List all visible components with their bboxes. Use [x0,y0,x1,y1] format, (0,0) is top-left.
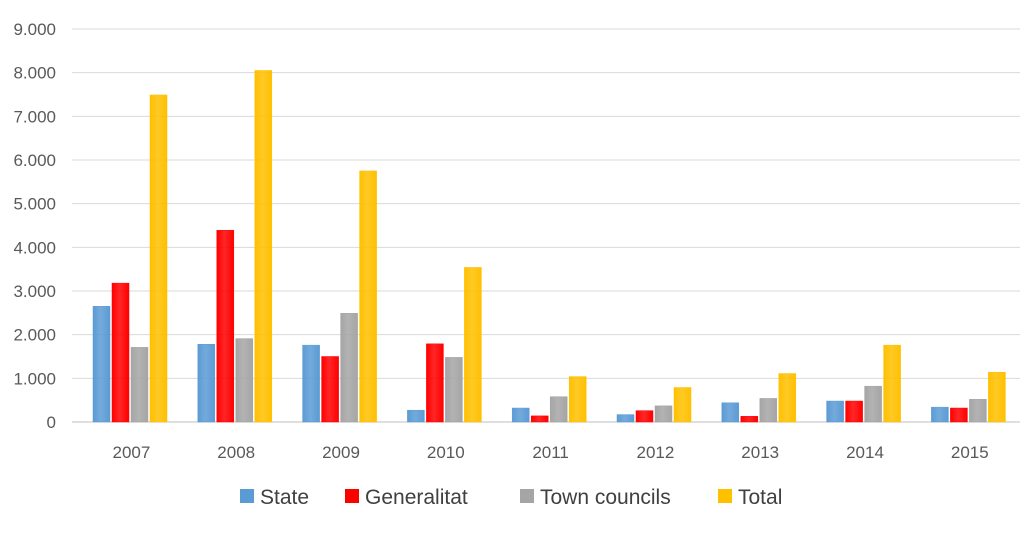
x-tick-label: 2010 [427,443,465,462]
y-tick-label: 4.000 [13,238,56,257]
bar-state-2008 [197,344,216,423]
bar-state-2015 [931,406,949,423]
bar-town-councils-2009 [340,313,358,423]
legend-swatch [345,489,359,503]
x-tick-label: 2009 [322,443,360,462]
bar-generalitat-2009 [321,356,339,423]
bar-state-2012 [616,414,635,423]
x-tick-label: 2011 [532,443,569,462]
bar-generalitat-2014 [845,400,863,423]
bars [92,70,1006,423]
bar-total-2012 [673,387,692,423]
bar-state-2013 [721,402,740,423]
legend-label: Generalitat [365,486,468,509]
bar-town-councils-2013 [759,398,778,423]
legend-label: State [260,486,309,509]
bar-generalitat-2015 [950,407,968,423]
bar-town-councils-2015 [969,399,987,423]
x-tick-label: 2012 [636,443,674,462]
y-axis-tick-labels: 0 1.000 2.000 3.000 4.000 5.000 6.000 7.000 8.00… [13,20,56,432]
bar-total-2009 [359,170,377,423]
bar-generalitat-2010 [426,343,444,423]
legend: State Generalitat Town councils Total [240,486,782,509]
bar-total-2015 [988,371,1006,423]
x-tick-label: 2015 [951,443,989,462]
bar-total-2010 [464,267,482,423]
bar-state-2007 [92,306,111,423]
bar-generalitat-2008 [216,230,235,423]
y-tick-label: 3.000 [13,282,56,301]
bar-generalitat-2011 [530,415,549,423]
legend-label: Total [738,486,782,509]
y-tick-label: 8.000 [13,64,56,83]
bar-state-2009 [302,344,320,423]
bar-total-2008 [254,70,273,423]
y-tick-label: 9.000 [13,20,56,39]
bar-state-2014 [826,400,844,423]
x-tick-label: 2008 [217,443,255,462]
legend-swatch [718,489,732,503]
bar-town-councils-2014 [864,385,882,423]
bar-state-2011 [511,407,530,423]
y-tick-label: 6.000 [13,151,56,170]
bar-total-2013 [778,373,797,423]
legend-swatch [240,489,254,503]
x-axis-tick-labels: 2007 2008 2009 2010 2011 2012 2013 2014 2015 [112,443,988,462]
bar-state-2010 [407,409,425,423]
bar-town-councils-2007 [130,347,149,423]
legend-swatch [520,489,534,503]
x-tick-label: 2007 [112,443,150,462]
x-tick-label: 2013 [741,443,779,462]
y-tick-label: 2.000 [13,326,56,345]
bar-town-councils-2012 [654,405,673,423]
x-tick-label: 2014 [846,443,884,462]
bar-town-councils-2010 [445,357,463,423]
bar-total-2011 [568,376,587,423]
bar-generalitat-2007 [111,282,130,423]
bar-total-2007 [149,94,168,423]
bar-total-2014 [883,344,901,423]
y-tick-label: 1.000 [13,369,56,388]
y-tick-label: 5.000 [13,195,56,214]
bar-generalitat-2012 [635,410,654,423]
y-tick-label: 7.000 [13,107,56,126]
bar-town-councils-2008 [235,338,254,423]
legend-label: Town councils [540,486,671,509]
bar-generalitat-2013 [740,416,759,423]
bar-town-councils-2011 [549,396,568,423]
y-tick-label: 0 [47,413,56,432]
